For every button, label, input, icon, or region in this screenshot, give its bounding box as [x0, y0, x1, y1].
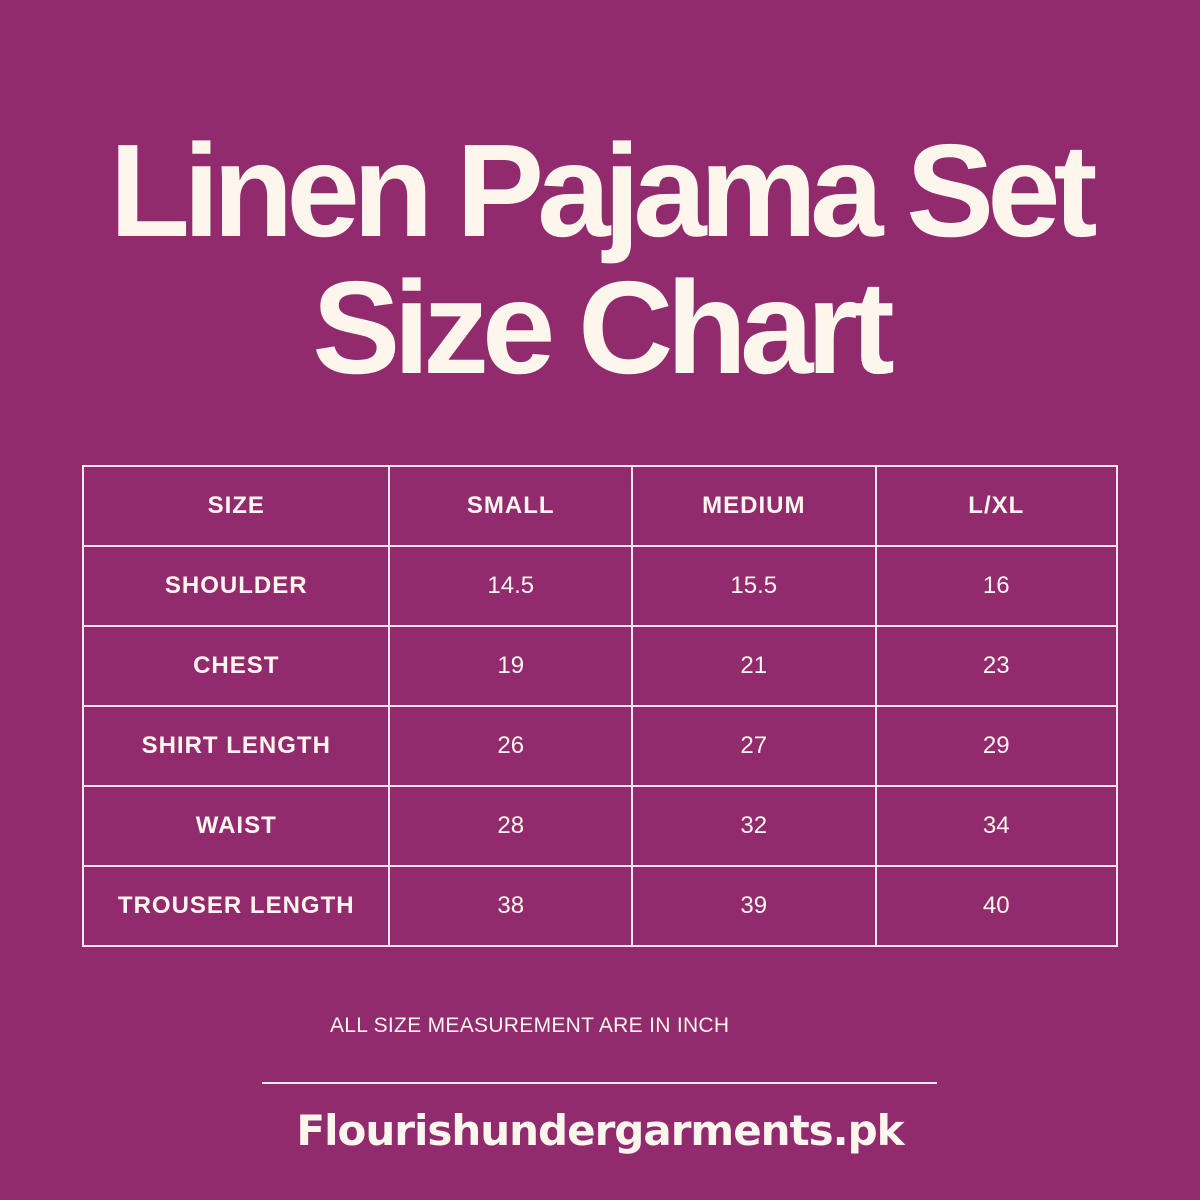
table-cell: 27: [631, 705, 877, 787]
measurement-note: ALL SIZE MEASUREMENT ARE IN INCH: [330, 1014, 730, 1037]
table-cell: 32: [631, 785, 877, 867]
table-cell: 39: [631, 865, 877, 947]
table-cell: 23: [874, 625, 1119, 707]
table-row: SHOULDER 14.5 15.5 16: [81, 545, 1119, 627]
table-cell: 15.5: [631, 545, 877, 627]
table-cell: 16: [874, 545, 1119, 627]
row-label: WAIST: [81, 785, 391, 867]
row-label: CHEST: [81, 625, 391, 707]
website-text: Flourishundergarments.pk: [296, 1106, 904, 1155]
title-line-2: Size Chart: [312, 254, 895, 401]
column-header: SMALL: [388, 465, 633, 547]
row-label: SHIRT LENGTH: [81, 705, 391, 787]
size-chart-table: SIZE SMALL MEDIUM L/XL SHOULDER 14.5 15.5 16 CHE…: [81, 465, 1119, 947]
table-row: SHIRT LENGTH 26 27 29: [81, 705, 1119, 787]
divider: [262, 1082, 937, 1084]
table-cell: 34: [874, 785, 1119, 867]
title-line-1: Linen Pajama Set: [109, 117, 1097, 264]
table-row: CHEST 19 21 23: [81, 625, 1119, 707]
table-row: WAIST 28 32 34: [81, 785, 1119, 867]
table-cell: 29: [874, 705, 1119, 787]
table-cell: 38: [388, 865, 633, 947]
table-cell: 28: [388, 785, 633, 867]
table-row: TROUSER LENGTH 38 39 40: [81, 865, 1119, 947]
column-header: SIZE: [81, 465, 391, 547]
row-label: TROUSER LENGTH: [81, 865, 391, 947]
table-cell: 19: [388, 625, 633, 707]
column-header: MEDIUM: [631, 465, 877, 547]
table-cell: 21: [631, 625, 877, 707]
column-header: L/XL: [874, 465, 1119, 547]
table-cell: 14.5: [388, 545, 633, 627]
table-cell: 26: [388, 705, 633, 787]
header-row: SIZE SMALL MEDIUM L/XL: [81, 465, 1119, 547]
row-label: SHOULDER: [81, 545, 391, 627]
table-cell: 40: [874, 865, 1119, 947]
